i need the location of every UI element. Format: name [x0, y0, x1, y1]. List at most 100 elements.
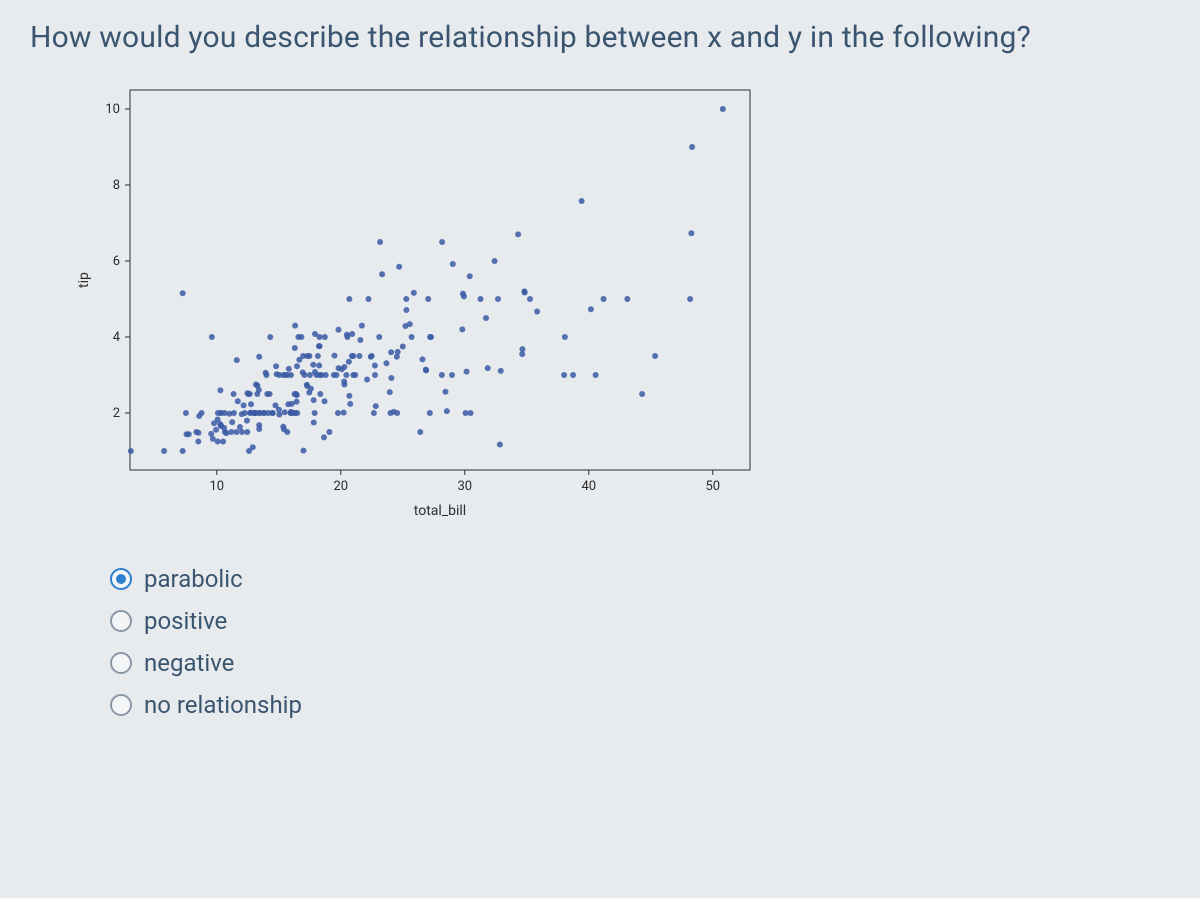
data-point: [449, 372, 455, 378]
data-point: [346, 359, 352, 365]
data-point: [522, 290, 528, 296]
y-tick-label: 6: [113, 254, 120, 269]
data-point: [444, 408, 450, 414]
option-parabolic[interactable]: parabolic: [110, 565, 1170, 593]
data-point: [372, 372, 378, 378]
data-point: [234, 429, 240, 435]
data-point: [492, 258, 498, 264]
data-point: [256, 354, 262, 360]
data-point: [350, 372, 356, 378]
data-point: [267, 334, 273, 340]
data-point: [323, 372, 329, 378]
data-point: [195, 439, 201, 445]
data-point: [359, 323, 365, 329]
radio-parabolic-icon[interactable]: [110, 568, 132, 590]
x-tick-label: 50: [705, 479, 720, 494]
data-point: [300, 448, 306, 454]
data-point: [652, 353, 658, 359]
x-tick-label: 30: [457, 479, 472, 494]
option-positive[interactable]: positive: [110, 607, 1170, 635]
option-label-positive: positive: [144, 607, 227, 635]
data-point: [388, 410, 394, 416]
data-point: [483, 315, 489, 321]
data-point: [428, 334, 434, 340]
data-point: [292, 391, 298, 397]
data-point: [357, 337, 363, 343]
quiz-question-page: How would you describe the relationship …: [0, 0, 1200, 898]
radio-positive-icon[interactable]: [110, 610, 132, 632]
question-text: How would you describe the relationship …: [30, 20, 1170, 55]
data-point: [396, 264, 402, 270]
data-point: [316, 334, 322, 340]
data-point: [180, 290, 186, 296]
data-point: [237, 424, 243, 430]
data-point: [292, 323, 298, 329]
data-point: [562, 334, 568, 340]
option-no-relationship[interactable]: no relationship: [110, 691, 1170, 719]
data-point: [495, 296, 501, 302]
data-point: [301, 372, 307, 378]
data-point: [234, 357, 240, 363]
data-point: [331, 353, 337, 359]
data-point: [215, 410, 221, 416]
data-point: [394, 354, 400, 360]
data-point: [215, 439, 221, 445]
x-tick-label: 40: [581, 479, 596, 494]
data-point: [588, 306, 594, 312]
data-point: [317, 391, 323, 397]
data-point: [570, 372, 576, 378]
data-point: [402, 323, 408, 329]
data-point: [463, 410, 469, 416]
data-point: [161, 448, 167, 454]
data-point: [561, 372, 567, 378]
data-point: [467, 273, 473, 279]
data-point: [254, 391, 260, 397]
data-point: [211, 420, 217, 426]
data-point: [379, 271, 385, 277]
data-point: [316, 363, 322, 369]
radio-no-relationship-icon[interactable]: [110, 694, 132, 716]
data-point: [217, 387, 223, 393]
data-point: [478, 296, 484, 302]
data-point: [312, 410, 318, 416]
data-point: [689, 144, 695, 150]
data-point: [307, 372, 313, 378]
data-point: [383, 360, 389, 366]
data-point: [346, 393, 352, 399]
data-point: [128, 448, 134, 454]
data-point: [368, 354, 374, 360]
option-negative[interactable]: negative: [110, 649, 1170, 677]
data-point: [228, 429, 234, 435]
data-point: [411, 290, 417, 296]
answer-options: parabolic positive negative no relationship: [110, 565, 1170, 719]
data-point: [349, 353, 355, 359]
data-point: [601, 296, 607, 302]
data-point: [269, 410, 275, 416]
radio-negative-icon[interactable]: [110, 652, 132, 674]
data-point: [241, 402, 247, 408]
data-point: [427, 410, 433, 416]
data-point: [450, 261, 456, 267]
data-point: [196, 413, 202, 419]
data-point: [246, 448, 252, 454]
data-point: [229, 419, 235, 425]
x-tick-label: 20: [333, 479, 348, 494]
data-point: [388, 349, 394, 355]
data-point: [193, 429, 199, 435]
data-point: [331, 372, 337, 378]
data-point: [335, 410, 341, 416]
data-point: [365, 296, 371, 302]
data-point: [420, 356, 426, 362]
data-point: [341, 410, 347, 416]
data-point: [251, 410, 257, 416]
data-point: [284, 429, 290, 435]
data-point: [423, 367, 429, 373]
data-point: [335, 327, 341, 333]
data-point: [439, 239, 445, 245]
data-point: [264, 391, 270, 397]
data-point: [376, 334, 382, 340]
data-point: [280, 424, 286, 430]
data-point: [388, 375, 394, 381]
data-point: [282, 409, 288, 415]
data-point: [254, 383, 260, 389]
